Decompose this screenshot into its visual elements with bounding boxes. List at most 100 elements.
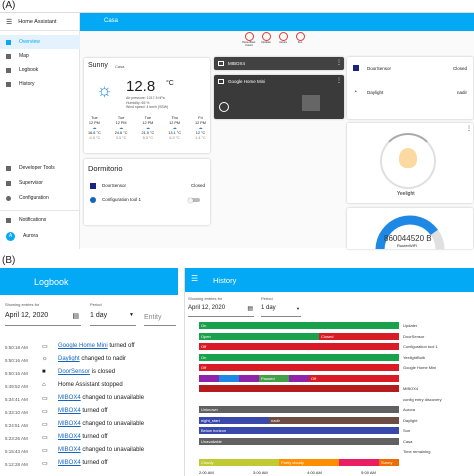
entity-name[interactable]: Daylight (367, 90, 384, 95)
timeline-bar[interactable]: Paused (259, 374, 289, 382)
toggle-switch[interactable] (188, 197, 200, 203)
map-icon (6, 53, 11, 59)
cast-icon: ▭ (42, 344, 48, 350)
sidebar-item-developer-tools[interactable]: Developer Tools (0, 161, 80, 175)
sidebar-item-history[interactable]: History (0, 77, 80, 91)
date-picker[interactable]: April 12, 2020 ▤ (5, 312, 81, 326)
more-icon[interactable]: ⋮ (336, 78, 342, 84)
entity-link[interactable]: MIBOX4 (58, 395, 81, 401)
entity-name[interactable]: DoorSensor (102, 183, 127, 188)
more-icon[interactable]: ⋮ (466, 126, 472, 132)
timeline-row-label: DoorSensor (403, 333, 425, 339)
badge-label: Home Bluet. Found (242, 41, 256, 47)
entity-link[interactable]: MIBOX4 (58, 447, 81, 453)
badge[interactable]: Up/down (259, 32, 273, 52)
timeline-bar[interactable]: On (199, 353, 399, 361)
entity-link[interactable]: Google Home Mini (58, 343, 108, 349)
menu-icon[interactable]: ☰ (6, 18, 13, 26)
date-picker[interactable]: April 12, 2020 ▤ (188, 305, 254, 317)
power-icon[interactable] (219, 102, 229, 112)
period-select[interactable]: 1 day ▼ (261, 305, 301, 317)
entity-link[interactable]: MIBOX4 (58, 408, 81, 414)
forecast-day: Tue 12 PM ☁ 16.6 °C -0.5 °C (88, 116, 101, 141)
sidebar-item-label: Developer Tools (19, 165, 55, 171)
timeline-bar[interactable]: Closed (319, 332, 399, 340)
calendar-icon[interactable]: ▤ (247, 306, 253, 312)
sidebar-item-profile[interactable]: A Aurora (0, 229, 80, 243)
brightness-ring[interactable] (380, 133, 436, 189)
media-player-card[interactable]: MIBOX4 ⋮ (214, 57, 344, 70)
entity-name[interactable]: Configuration tool 1 (102, 197, 142, 202)
lightbulb-icon[interactable] (399, 148, 417, 168)
forecast-high: 13.1 °C (168, 131, 181, 135)
timeline-bar[interactable]: Unavailable (199, 437, 399, 445)
entity-link[interactable]: MIBOX4 (58, 434, 81, 440)
home-icon: ⌂ (42, 382, 46, 388)
sidebar-item-notifications[interactable]: Notifications (0, 213, 80, 227)
weather-card[interactable]: Sunny Casa ☼ 12.8 °C Air pressure: 1017.… (84, 58, 210, 153)
logbook-entry: 5:33:10 AM ▭ MIBOX4 turned off (0, 407, 178, 418)
door-icon: ■ (42, 369, 46, 375)
chevron-down-icon: ▼ (296, 306, 300, 311)
forecast-high: 12 °C (195, 131, 206, 135)
timeline-bar[interactable]: Off (309, 374, 399, 382)
period-select[interactable]: 1 day ▼ (90, 312, 136, 326)
entity-input[interactable]: Entity (144, 314, 176, 326)
calendar-icon[interactable]: ▤ (72, 313, 79, 320)
sidebar-item-supervisor[interactable]: Supervisor (0, 176, 80, 190)
timeline-bar[interactable] (199, 385, 399, 392)
gear-icon (6, 195, 11, 201)
entry-text: changed to nadir (79, 356, 127, 362)
sidebar-item-configuration[interactable]: Configuration (0, 191, 80, 205)
timeline-bar[interactable] (219, 374, 239, 382)
timeline-bar[interactable] (339, 458, 379, 466)
pressure-text: Air pressure: 1017.5 hPa (126, 96, 165, 100)
timeline-bar[interactable]: On (199, 322, 399, 329)
forecast-high: 24.6 °C (114, 131, 128, 135)
gauge-card[interactable]: 860044520 B RouterWiFi (347, 208, 473, 249)
sidebar-item-overview[interactable]: Overview (0, 35, 80, 49)
timeline-bar[interactable]: Below horizon (199, 427, 399, 434)
badge[interactable]: Home Bluet. Found (242, 32, 256, 52)
badge-circle-icon (278, 32, 288, 41)
timeline-bar[interactable]: Off (199, 343, 399, 350)
timeline-bar[interactable]: Unknown (199, 406, 399, 413)
timeline-bar[interactable]: Partly cloudy (279, 458, 339, 466)
entry-text: turned off (80, 408, 108, 414)
entity-placeholder: Entity (144, 314, 162, 321)
badge[interactable]: Aurora (276, 32, 290, 52)
entity-name[interactable]: DoorSensor (367, 66, 392, 71)
timeline-bar[interactable]: Sunny (379, 458, 399, 466)
light-card[interactable]: ⋮ Yeelight (347, 123, 473, 203)
entity-link[interactable]: DoorSensor (58, 369, 91, 375)
entry-message: MIBOX4 changed to unavailable (58, 395, 144, 401)
sidebar-item-label: Aurora (23, 233, 39, 239)
timeline-bar[interactable] (199, 374, 219, 382)
timeline-bar[interactable]: Off (199, 364, 399, 371)
timeline-bar[interactable]: night_start (199, 416, 269, 424)
logbook-entry: 5:50:18 AM ▭ Google Home Mini turned off (0, 342, 178, 353)
entity-link[interactable]: MIBOX4 (58, 421, 81, 427)
timeline-bar[interactable] (289, 374, 309, 382)
timeline-bar[interactable] (239, 374, 259, 382)
menu-icon[interactable]: ☰ (191, 274, 199, 283)
entity-link[interactable]: MIBOX4 (58, 460, 81, 466)
logbook-entry: 5:34:41 AM ▭ MIBOX4 changed to unavailable (0, 394, 178, 405)
entity-link[interactable]: Daylight (58, 356, 80, 362)
timeline-row-label: YeelightBulb (403, 354, 426, 360)
more-icon[interactable]: ⋮ (336, 60, 342, 66)
entry-time: 5:50:18 AM (5, 345, 28, 350)
timeline-row-label: Aurora (403, 407, 416, 412)
badge-row: Home Bluet. Found Up/down Aurora Sun (242, 32, 312, 52)
media-player-card[interactable]: Google Home Mini ⋮ (214, 75, 344, 119)
logbook-entry: 5:15:43 AM ▭ MIBOX4 changed to unavailable (0, 446, 178, 457)
badge-circle-icon (261, 32, 271, 41)
sidebar-divider (0, 210, 80, 211)
timeline-bar[interactable]: Open (199, 332, 319, 340)
timeline-bar[interactable]: nadir (269, 416, 399, 424)
badge[interactable]: Sun (293, 32, 307, 52)
sidebar-item-map[interactable]: Map (0, 49, 80, 63)
timeline-bar[interactable]: Cloudy (199, 458, 279, 466)
entry-time: 5:12:28 AM (5, 462, 28, 467)
sidebar-item-logbook[interactable]: Logbook (0, 63, 80, 77)
